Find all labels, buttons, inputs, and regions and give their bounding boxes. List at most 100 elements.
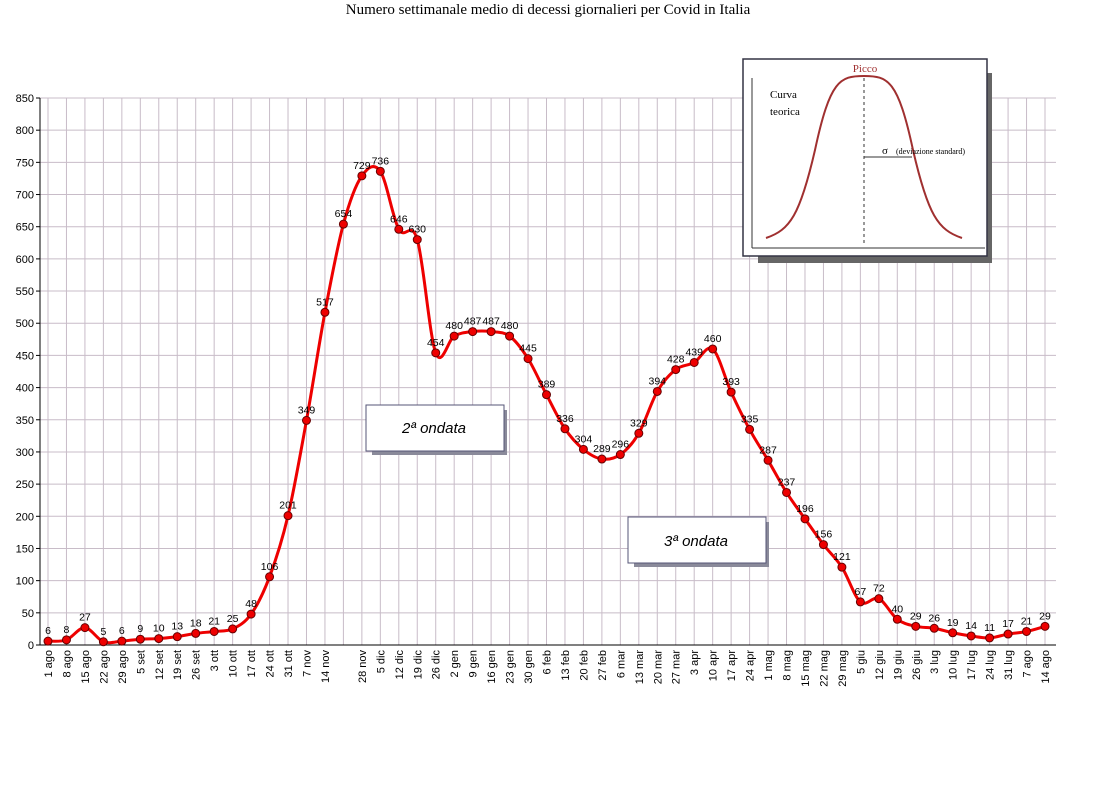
data-label: 487 <box>482 316 500 328</box>
y-tick-label: 600 <box>16 254 34 266</box>
x-tick-label: 19 giu <box>892 650 904 680</box>
x-tick-label: 17 lug <box>966 650 978 680</box>
y-tick-label: 800 <box>16 125 34 137</box>
x-tick-label: 27 feb <box>597 650 609 681</box>
point <box>209 626 219 636</box>
plot: 0 50 100 150 200 250 300 350 400 450 500 550 600 650 7… <box>16 93 1056 687</box>
y-tick-label: 300 <box>16 447 34 459</box>
x-tick-label: 29 mag <box>837 650 849 687</box>
point <box>301 415 311 425</box>
point <box>80 623 90 633</box>
x-tick-label: 8 mag <box>782 650 794 681</box>
point <box>615 450 625 460</box>
x-tick-label: 8 ago <box>61 650 73 678</box>
x-tick-label: 26 dic <box>431 650 443 680</box>
inset-sigma: σ <box>882 145 888 157</box>
y-tick-label: 50 <box>22 608 34 620</box>
data-label: 654 <box>335 208 353 220</box>
data-label: 27 <box>79 612 91 624</box>
data-label: 6 <box>119 625 125 637</box>
data-label: 480 <box>501 320 519 332</box>
x-tick-label: 10 ott <box>228 650 240 678</box>
x-tick-label: 26 giu <box>911 650 923 680</box>
inset-curve <box>765 74 963 239</box>
x-tick-label: 15 ago <box>80 650 92 684</box>
data-label: 329 <box>630 417 648 429</box>
x-tick-label: 14 nov <box>320 650 332 684</box>
data-label: 6 <box>45 625 51 637</box>
x-tick-label: 12 dic <box>394 650 406 680</box>
point <box>135 634 145 644</box>
annotation-box: 2ª ondata 3ª ondata <box>365 404 769 567</box>
point <box>357 171 367 181</box>
box <box>365 404 505 452</box>
point <box>929 623 939 633</box>
x-tick-label: 29 ago <box>117 650 129 684</box>
data-label: 389 <box>538 379 556 391</box>
data-label: 121 <box>833 551 851 563</box>
point <box>837 562 847 572</box>
point <box>578 444 588 454</box>
point <box>966 631 976 641</box>
data-label: 72 <box>873 583 885 595</box>
data-label: 14 <box>965 620 977 632</box>
x-tick-label: 16 gen <box>486 650 498 684</box>
point <box>449 331 459 341</box>
x-tick-label: 22 ago <box>98 650 110 684</box>
point <box>652 386 662 396</box>
data-label: 196 <box>796 503 814 515</box>
x-tick-label: 1 ago <box>43 650 55 678</box>
inset: Picco Curva teorica σ (deviazione standa… <box>742 58 992 263</box>
x-tick-label: 5 giu <box>855 650 867 674</box>
chart-title: Numero settimanale medio di decessi gior… <box>346 2 751 18</box>
y-tick-label: 400 <box>16 383 34 395</box>
point <box>394 224 404 234</box>
point <box>283 511 293 521</box>
y-tick-label: 200 <box>16 511 34 523</box>
x-tick-label: 31 lug <box>1003 650 1015 680</box>
point <box>782 487 792 497</box>
data-label: 454 <box>427 337 445 349</box>
box <box>627 516 767 564</box>
point <box>726 387 736 397</box>
data-label: 29 <box>1039 610 1051 622</box>
point <box>818 540 828 550</box>
x-tick-label: 13 mar <box>634 650 646 685</box>
x-tick-label: 12 set <box>154 650 166 680</box>
x-tick-label: 17 apr <box>726 650 738 682</box>
data-label: 18 <box>190 617 202 629</box>
x-tick-label: 14 ago <box>1040 650 1052 684</box>
inset-label: Curva <box>770 89 797 101</box>
point <box>486 327 496 337</box>
point <box>375 166 385 176</box>
y-tick-label: 350 <box>16 415 34 427</box>
point <box>505 331 515 341</box>
point <box>634 428 644 438</box>
y-tick-label: 450 <box>16 350 34 362</box>
point <box>412 235 422 245</box>
point <box>597 454 607 464</box>
point <box>855 597 865 607</box>
x-tick-label: 7 ago <box>1022 650 1034 678</box>
x-tick-label: 15 mag <box>800 650 812 687</box>
y-tick-label: 500 <box>16 318 34 330</box>
data-label: 394 <box>649 375 667 387</box>
x-tick-label: 2 gen <box>449 650 461 678</box>
x-tick-label: 19 set <box>172 650 184 680</box>
point <box>800 514 810 524</box>
point <box>892 614 902 624</box>
inset-peak: Picco <box>853 63 878 75</box>
point <box>154 634 164 644</box>
data-label: 25 <box>227 613 239 625</box>
data-label: 393 <box>722 376 740 388</box>
point <box>985 633 995 643</box>
data-label: 428 <box>667 354 685 366</box>
data-label: 335 <box>741 413 759 425</box>
x-tick-label: 24 lug <box>985 650 997 680</box>
data-label: 106 <box>261 561 279 573</box>
point <box>1040 621 1050 631</box>
x-tick-label: 24 apr <box>745 650 757 682</box>
x-tick-label: 19 dic <box>412 650 424 680</box>
point <box>560 424 570 434</box>
annotation: 2ª ondata <box>401 420 466 437</box>
